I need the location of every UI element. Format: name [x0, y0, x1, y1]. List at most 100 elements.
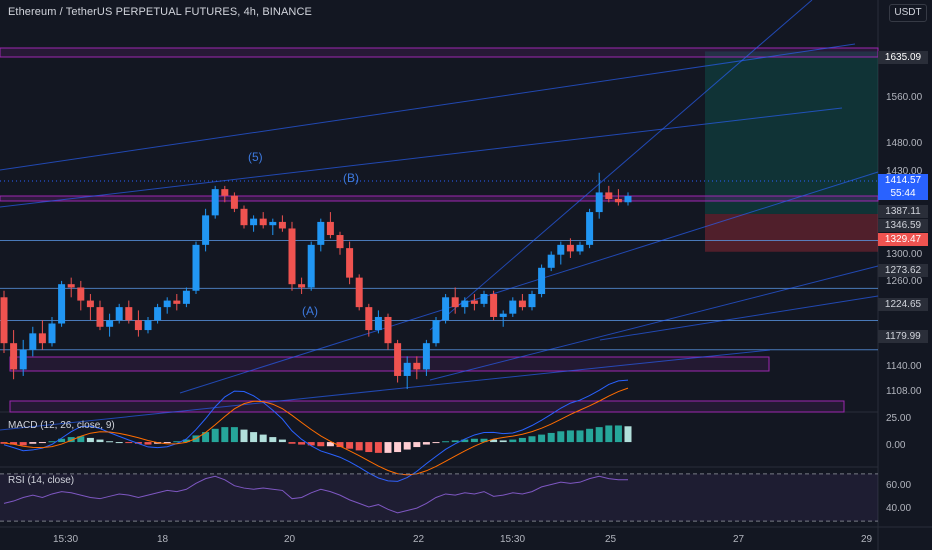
- candle-body: [365, 307, 373, 331]
- candle-body: [566, 244, 574, 252]
- macd-label[interactable]: MACD (12, 26, close, 9): [8, 420, 115, 431]
- candle-body: [442, 297, 450, 321]
- macd-bar: [586, 428, 594, 443]
- macd-bar: [538, 434, 546, 443]
- time-tick: 29: [861, 534, 873, 545]
- macd-bar: [211, 428, 219, 443]
- time-tick: 20: [284, 534, 296, 545]
- time-tick: 15:30: [500, 534, 526, 545]
- candle-body: [355, 277, 363, 308]
- candle-body: [586, 212, 594, 245]
- candle-body: [288, 228, 296, 285]
- macd-bar: [614, 425, 622, 443]
- candle-body: [106, 320, 114, 327]
- macd-bar: [605, 425, 613, 443]
- candle-body: [614, 198, 622, 203]
- macd-bar: [259, 434, 267, 443]
- macd-bar: [38, 442, 46, 444]
- price-tick: 1140.00: [886, 361, 922, 372]
- time-tick: 22: [413, 534, 425, 545]
- candle-body: [269, 221, 277, 226]
- candle-body: [10, 343, 18, 370]
- macd-bar: [230, 427, 238, 443]
- candle-body: [96, 307, 104, 327]
- macd-bar: [250, 432, 258, 443]
- rsi-tick: 60.00: [886, 480, 912, 491]
- candle-body: [77, 287, 85, 301]
- price-tick: 1560.00: [886, 92, 923, 103]
- macd-bar: [432, 442, 440, 444]
- wave-label-a[interactable]: (A): [302, 304, 318, 318]
- macd-bar: [106, 441, 114, 443]
- price-tick: 1300.00: [886, 249, 923, 260]
- candle-body: [115, 307, 123, 321]
- trend-line: [599, 295, 879, 341]
- candle-body: [509, 300, 517, 314]
- candle-body: [230, 195, 238, 209]
- macd-bar: [10, 442, 18, 445]
- candle-body: [29, 333, 37, 350]
- candle-body: [38, 333, 46, 344]
- candle-body: [173, 300, 181, 304]
- candle-body: [432, 320, 440, 344]
- macd-bar: [288, 442, 296, 444]
- candle-body: [538, 267, 546, 295]
- macd-bar: [144, 442, 152, 445]
- macd-bar: [346, 442, 354, 449]
- candle-body: [182, 290, 190, 304]
- macd-bar: [19, 442, 27, 446]
- currency-button[interactable]: USDT: [889, 4, 927, 22]
- price-tag-level: 1346.59: [878, 219, 928, 232]
- macd-bar: [365, 442, 373, 453]
- resistance-zone: [0, 47, 879, 58]
- macd-bar: [528, 436, 536, 443]
- candle-body: [86, 300, 94, 308]
- candle-body: [422, 343, 430, 370]
- candle-body: [0, 297, 8, 344]
- wave-label-5[interactable]: (5): [248, 150, 263, 164]
- trend-line: [179, 171, 879, 394]
- candle-body: [547, 254, 555, 268]
- macd-bar: [317, 442, 325, 447]
- candle-body: [480, 294, 488, 304]
- symbol-title[interactable]: Ethereum / TetherUS PERPETUAL FUTURES, 4…: [8, 6, 312, 18]
- wave-label-b[interactable]: (B): [343, 171, 359, 185]
- candle-body: [240, 208, 248, 226]
- candle-body: [48, 323, 56, 344]
- macd-bar: [576, 430, 584, 443]
- macd-bar: [374, 442, 382, 453]
- candle-body: [394, 343, 402, 376]
- price-tag-countdown: 55:44: [878, 187, 928, 200]
- time-tick: 18: [157, 534, 169, 545]
- macd-bar: [221, 427, 229, 443]
- candle-body: [144, 320, 152, 331]
- macd-bar: [384, 442, 392, 453]
- macd-bar: [269, 437, 277, 443]
- macd-bar: [173, 441, 181, 443]
- macd-bar: [442, 441, 450, 443]
- price-tick: 1480.00: [886, 138, 923, 149]
- rsi-label[interactable]: RSI (14, close): [8, 475, 75, 486]
- macd-tick: 25.00: [886, 413, 912, 424]
- macd-bar: [403, 442, 411, 450]
- macd-bar: [202, 432, 210, 443]
- macd-bar: [490, 439, 498, 443]
- candle-body: [336, 235, 344, 249]
- price-tag-level: 1273.62: [878, 264, 928, 277]
- candle-body: [211, 189, 219, 216]
- macd-bar: [470, 438, 478, 443]
- candle-body: [317, 221, 325, 245]
- candle-body: [19, 349, 27, 370]
- candle-body: [374, 316, 382, 331]
- macd-bar: [125, 442, 133, 444]
- candle-body: [278, 221, 286, 229]
- macd-bar: [547, 432, 555, 443]
- time-tick: 27: [733, 534, 745, 545]
- macd-bar: [422, 442, 430, 445]
- macd-bar: [480, 438, 488, 443]
- macd-bar: [307, 442, 315, 446]
- price-tick: 1260.00: [886, 276, 923, 287]
- candle-body: [384, 316, 392, 344]
- macd-bar: [48, 441, 56, 443]
